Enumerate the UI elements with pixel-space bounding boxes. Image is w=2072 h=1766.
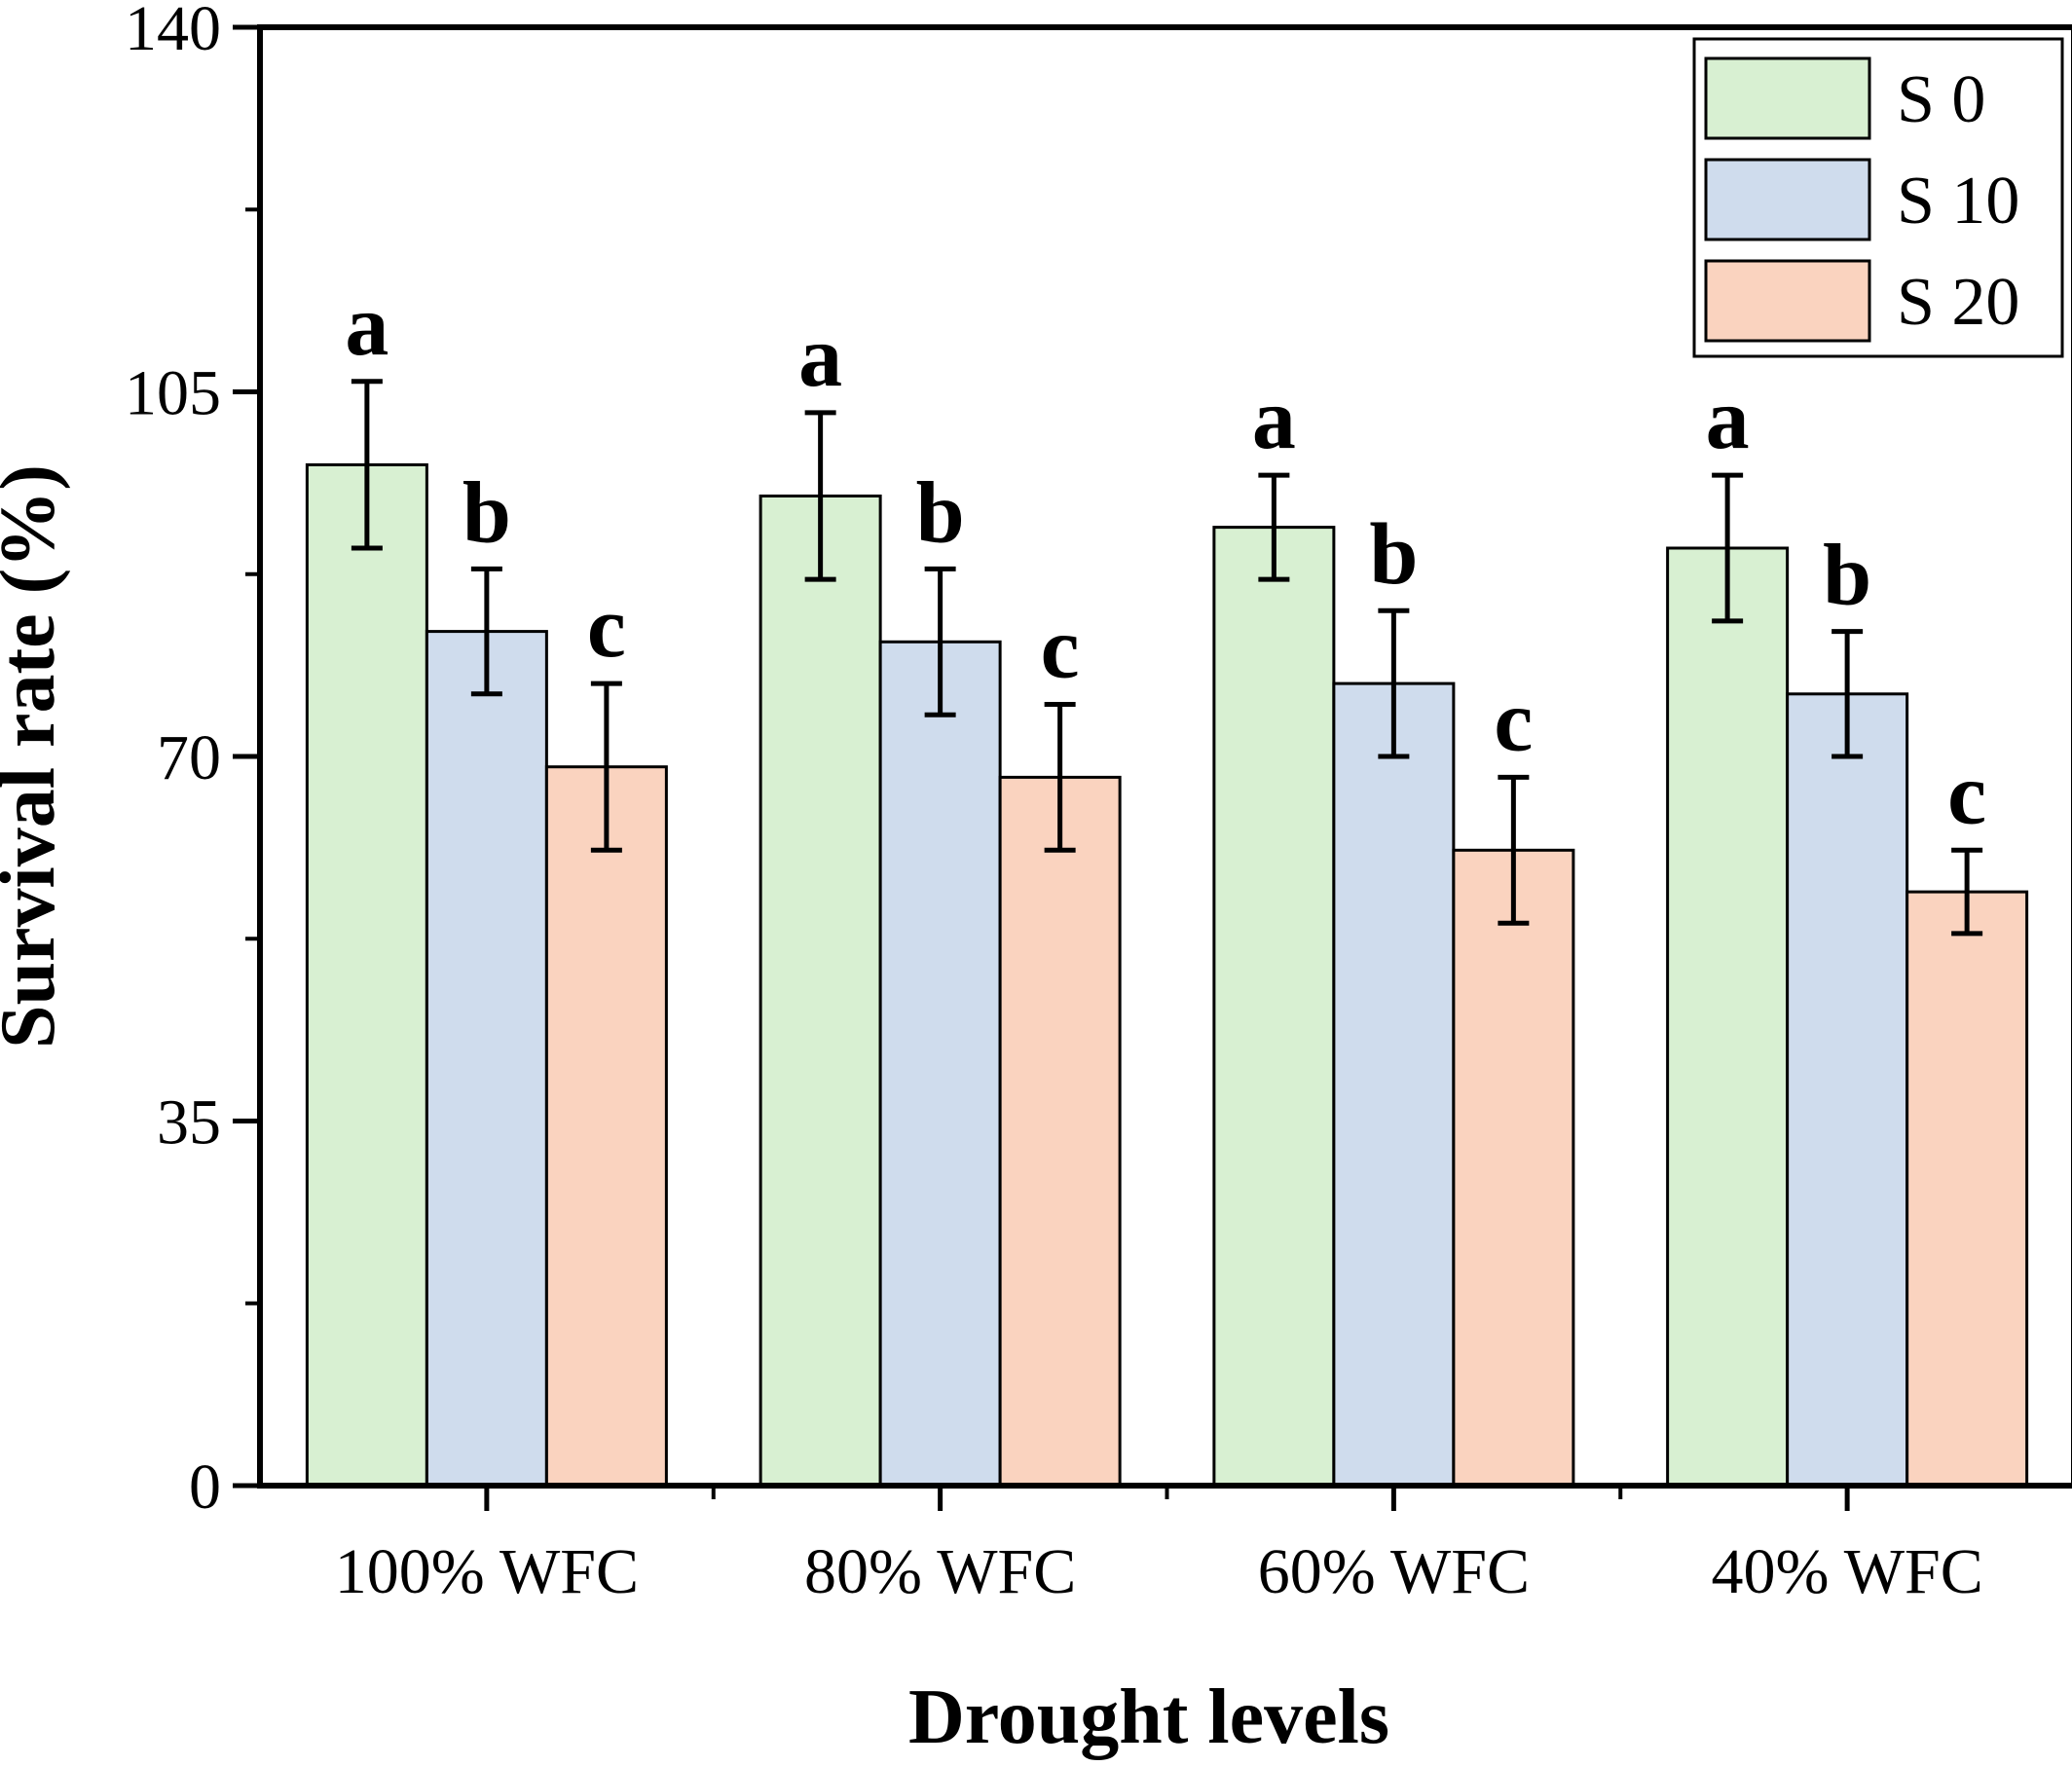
x-tick-label: 60% WFC — [1258, 1536, 1530, 1607]
significance-letter: b — [916, 464, 965, 561]
significance-letter: b — [462, 464, 511, 561]
bar-s20-0 — [544, 765, 668, 1488]
legend-swatch-s0 — [1704, 56, 1871, 140]
x-tick-label: 100% WFC — [335, 1536, 639, 1607]
bar-s10-1 — [878, 640, 1002, 1488]
bar-s10-2 — [1332, 681, 1456, 1488]
legend-swatch-s10 — [1704, 158, 1871, 241]
significance-letter: a — [345, 277, 388, 374]
y-tick-label: 140 — [125, 0, 221, 64]
y-axis-title: Survival rate (%) — [0, 464, 71, 1049]
significance-letter: c — [1494, 673, 1533, 769]
bar-s20-3 — [1906, 890, 2029, 1488]
bar-s0-1 — [758, 495, 882, 1488]
significance-letter: b — [1823, 528, 1871, 624]
y-tick-label: 105 — [125, 358, 221, 429]
significance-letter: c — [587, 579, 626, 676]
legend-label-s0: S 0 — [1897, 62, 1985, 137]
bar-s0-0 — [305, 462, 428, 1488]
significance-letter: c — [1041, 601, 1080, 697]
x-tick-label: 80% WFC — [804, 1536, 1076, 1607]
bar-s10-3 — [1786, 692, 1909, 1488]
x-axis-title: Drought levels — [908, 1674, 1389, 1760]
bar-s20-2 — [1452, 848, 1575, 1488]
bar-s10-0 — [425, 630, 548, 1488]
significance-letter: a — [1252, 371, 1296, 467]
bar-s0-2 — [1212, 526, 1336, 1488]
significance-letter: a — [798, 309, 842, 405]
significance-letter: b — [1369, 506, 1418, 603]
significance-letter: c — [1947, 746, 1986, 842]
legend-swatch-s20 — [1704, 259, 1871, 343]
legend: S 0 S 10 S 20 — [1692, 37, 2064, 358]
y-tick-label: 35 — [157, 1087, 221, 1159]
y-axis-ticks: 0 35 70 105 140 — [125, 0, 260, 1523]
y-tick-label: 70 — [157, 722, 221, 793]
bar-s20-1 — [998, 775, 1122, 1488]
significance-letter: a — [1706, 371, 1750, 467]
x-tick-label: 40% WFC — [1711, 1536, 1982, 1607]
bar-s0-3 — [1666, 546, 1790, 1488]
bars-layer — [305, 462, 2029, 1488]
x-axis-ticks: 100% WFC 80% WFC 60% WFC 40% WFC — [335, 1486, 1983, 1607]
y-tick-label: 0 — [189, 1452, 221, 1523]
legend-label-s10: S 10 — [1897, 164, 2019, 239]
legend-label-s20: S 20 — [1897, 265, 2019, 340]
error-bars-layer — [351, 379, 1983, 937]
